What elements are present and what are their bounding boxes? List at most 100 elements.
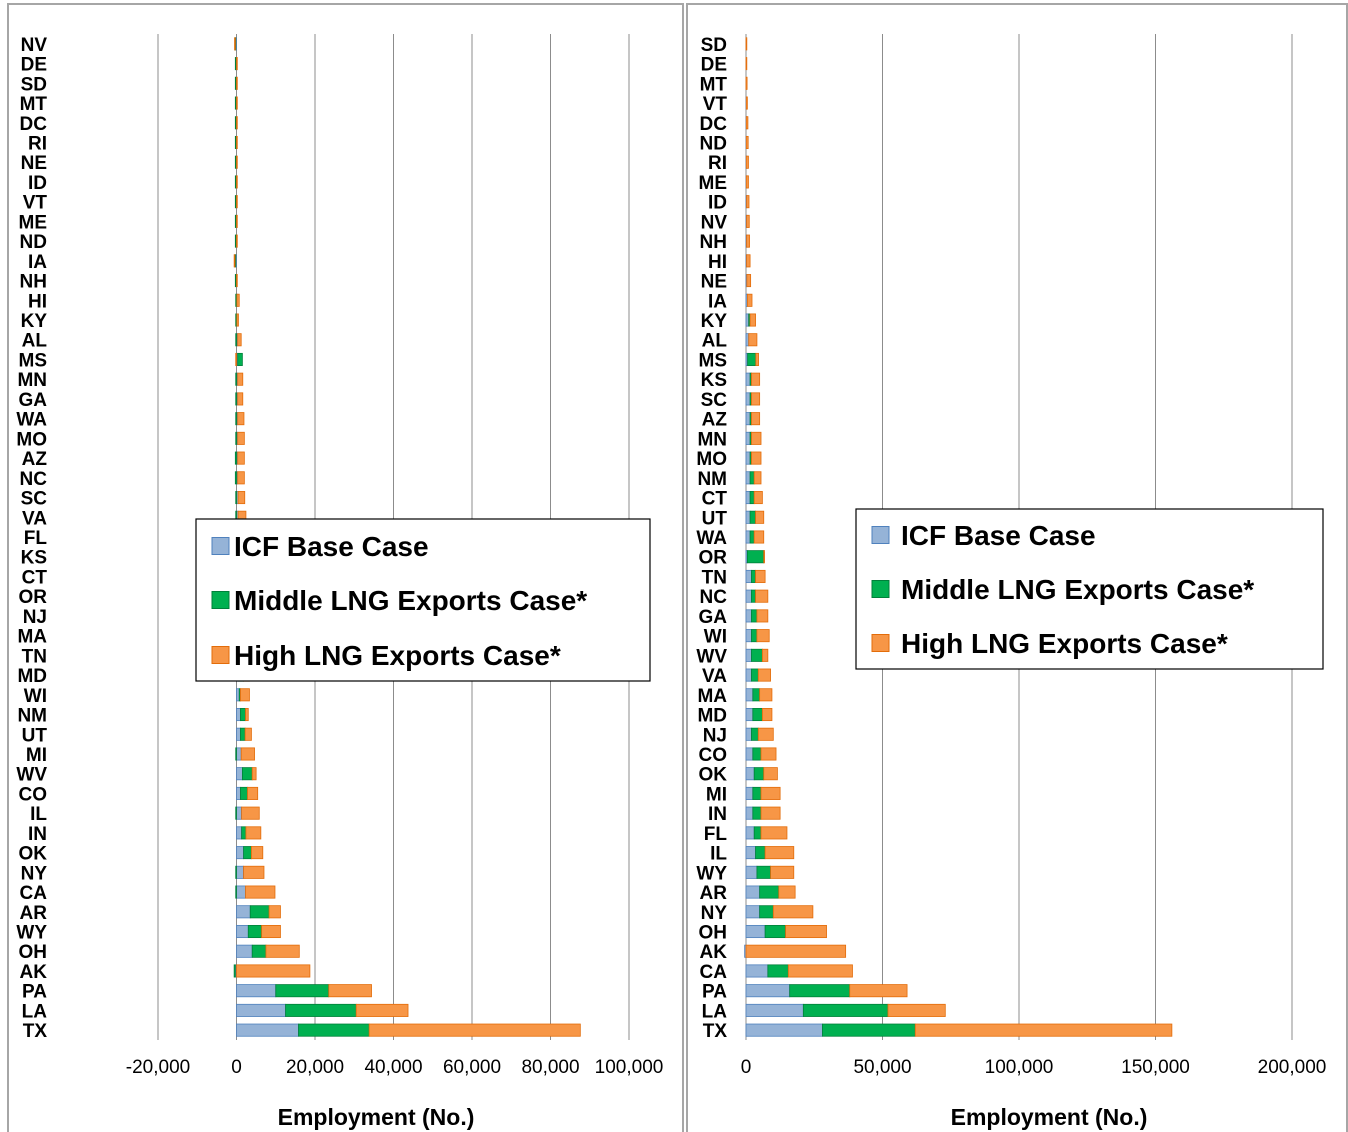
legend-label: High LNG Exports Case* xyxy=(234,640,561,671)
bar-segment xyxy=(745,451,751,465)
bar-segment xyxy=(298,1023,370,1037)
bar-segment xyxy=(746,214,750,228)
bar-segment xyxy=(236,747,242,761)
category-label: DC xyxy=(20,114,48,135)
bar-segment xyxy=(745,57,748,71)
category-label: CA xyxy=(700,962,728,983)
bar-segment xyxy=(745,155,749,169)
bar-segment xyxy=(235,372,237,386)
bar-segment xyxy=(236,767,243,781)
bar-segment xyxy=(745,313,750,327)
category-label: MT xyxy=(20,94,48,115)
category-label: AL xyxy=(22,331,48,352)
category-label: TX xyxy=(23,1021,48,1042)
bar-segment xyxy=(745,175,749,189)
bar-segment xyxy=(240,747,255,761)
bar-segment xyxy=(247,924,263,939)
legend-label: Middle LNG Exports Case* xyxy=(901,574,1254,605)
category-label: MD xyxy=(17,666,47,687)
bar-segment xyxy=(751,668,759,682)
bar-segment xyxy=(745,944,847,958)
bar-segment xyxy=(745,629,752,643)
category-label: WY xyxy=(696,863,727,884)
category-label: ID xyxy=(708,193,727,214)
category-label: VA xyxy=(702,666,727,687)
left-panel-border xyxy=(7,3,684,1132)
bar-segment xyxy=(751,372,761,386)
right-chart-bars xyxy=(744,37,1173,1037)
bar-segment xyxy=(746,234,750,248)
bar-segment xyxy=(759,905,774,919)
bar-segment xyxy=(746,550,765,564)
bar-segment xyxy=(237,352,243,366)
bar-segment xyxy=(236,865,244,879)
bar-segment xyxy=(746,195,750,209)
bar-segment xyxy=(236,116,238,130)
category-label: LA xyxy=(22,1001,48,1022)
bar-segment xyxy=(745,530,751,544)
bar-segment xyxy=(759,688,773,702)
bar-segment xyxy=(755,589,769,603)
legend-label: ICF Base Case xyxy=(234,531,429,562)
category-label: NC xyxy=(20,469,48,490)
right-chart-x-tick-labels: 0 50,000 100,000 150,000 200,000 xyxy=(741,1057,1327,1078)
bar-segment xyxy=(756,865,771,879)
bar-segment xyxy=(778,885,796,899)
bar-segment xyxy=(240,727,246,741)
category-label: NH xyxy=(20,272,47,293)
bar-segment xyxy=(770,865,795,879)
bar-segment xyxy=(759,885,780,899)
bar-segment xyxy=(752,688,761,702)
right-chart-legend: ICF Base Case Middle LNG Exports Case* Hig… xyxy=(855,508,1324,670)
bar-segment xyxy=(234,175,237,189)
bar-segment xyxy=(236,76,238,90)
x-tick-label: 50,000 xyxy=(853,1057,911,1078)
bar-segment xyxy=(761,648,769,662)
right-panel-border xyxy=(686,3,1348,1132)
bar-segment xyxy=(749,530,755,544)
bar-segment xyxy=(763,550,765,564)
category-label: KS xyxy=(21,548,47,569)
category-label: MI xyxy=(706,784,727,805)
category-label: SC xyxy=(21,489,48,510)
bar-segment xyxy=(745,589,752,603)
bar-segment xyxy=(745,786,754,800)
category-label: KY xyxy=(21,311,48,332)
bar-segment xyxy=(234,37,236,51)
bar-segment xyxy=(237,471,245,485)
bar-segment xyxy=(268,905,281,919)
category-label: NM xyxy=(697,469,727,490)
category-label: AR xyxy=(700,883,728,904)
category-label: CO xyxy=(19,784,48,805)
bar-segment xyxy=(745,96,748,110)
legend-swatch xyxy=(871,634,890,652)
bar-segment xyxy=(755,846,766,860)
category-label: AR xyxy=(20,903,48,924)
category-label: OH xyxy=(699,923,728,944)
bar-segment xyxy=(233,964,236,978)
bar-segment xyxy=(745,865,758,879)
bar-segment xyxy=(745,806,754,820)
bar-segment xyxy=(802,1003,889,1017)
category-label: CT xyxy=(702,489,728,510)
bar-segment xyxy=(249,905,270,919)
bar-segment xyxy=(236,688,240,702)
bar-segment xyxy=(745,846,756,860)
category-label: SD xyxy=(701,35,727,56)
bar-segment xyxy=(761,708,773,722)
bar-segment xyxy=(237,412,245,426)
bar-segment xyxy=(245,826,262,840)
bar-segment xyxy=(822,1023,916,1037)
category-label: FL xyxy=(24,528,48,549)
bar-segment xyxy=(745,372,751,386)
bar-segment xyxy=(753,471,762,485)
right-chart-x-axis-label: Employment (No.) xyxy=(951,1104,1148,1130)
right-chart-category-labels: SDDEMTVTDCNDRIMEIDNVNHHINEIAKYALMSKSSCAZ… xyxy=(696,35,727,1042)
bar-segment xyxy=(763,767,778,781)
bar-segment xyxy=(236,234,238,248)
bar-segment xyxy=(234,76,237,90)
bar-segment xyxy=(745,431,751,445)
legend-label: High LNG Exports Case* xyxy=(901,628,1228,659)
bar-segment xyxy=(751,629,758,643)
bar-segment xyxy=(752,786,762,800)
